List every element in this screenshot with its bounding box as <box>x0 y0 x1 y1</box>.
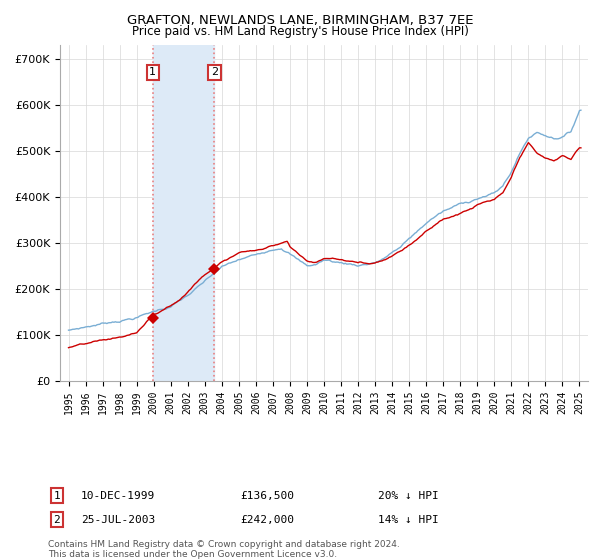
Text: 14% ↓ HPI: 14% ↓ HPI <box>378 515 439 525</box>
Text: 10-DEC-1999: 10-DEC-1999 <box>81 491 155 501</box>
Text: 1: 1 <box>149 67 157 77</box>
Text: £242,000: £242,000 <box>240 515 294 525</box>
Text: £136,500: £136,500 <box>240 491 294 501</box>
Legend: GRAFTON, NEWLANDS LANE, BIRMINGHAM, B37 7EE (detached house), HPI: Average price: GRAFTON, NEWLANDS LANE, BIRMINGHAM, B37 … <box>104 425 520 465</box>
Text: 1: 1 <box>53 491 61 501</box>
Text: 2: 2 <box>53 515 61 525</box>
Text: This data is licensed under the Open Government Licence v3.0.: This data is licensed under the Open Gov… <box>48 550 337 559</box>
Text: Price paid vs. HM Land Registry's House Price Index (HPI): Price paid vs. HM Land Registry's House … <box>131 25 469 38</box>
Bar <box>153 45 214 381</box>
Text: 2: 2 <box>211 67 218 77</box>
Text: GRAFTON, NEWLANDS LANE, BIRMINGHAM, B37 7EE: GRAFTON, NEWLANDS LANE, BIRMINGHAM, B37 … <box>127 14 473 27</box>
Text: Contains HM Land Registry data © Crown copyright and database right 2024.: Contains HM Land Registry data © Crown c… <box>48 540 400 549</box>
Text: 25-JUL-2003: 25-JUL-2003 <box>81 515 155 525</box>
Text: 20% ↓ HPI: 20% ↓ HPI <box>378 491 439 501</box>
